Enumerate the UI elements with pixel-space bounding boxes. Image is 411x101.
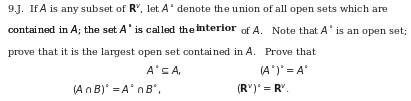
Text: contained in $A$; the set $A^{\circ}$ is called the: contained in $A$; the set $A^{\circ}$ is…	[7, 24, 196, 37]
Text: contained in $A$; the set $A^{\circ}$ is called the: contained in $A$; the set $A^{\circ}$ is…	[7, 24, 196, 37]
Text: of $A$.   Note that $A^{\circ}$ is an open set;: of $A$. Note that $A^{\circ}$ is an open…	[237, 24, 408, 38]
Text: $(\mathbf{R}^{v})^{\circ}=\mathbf{R}^{v}.$: $(\mathbf{R}^{v})^{\circ}=\mathbf{R}^{v}…	[236, 83, 290, 96]
Text: $(A\cap B)^{\circ}=A^{\circ}\cap B^{\circ},$: $(A\cap B)^{\circ}=A^{\circ}\cap B^{\cir…	[72, 83, 162, 96]
Text: $A^{\circ}\subseteq A,$: $A^{\circ}\subseteq A,$	[146, 64, 182, 77]
Text: prove that it is the largest open set contained in $A$.   Prove that: prove that it is the largest open set co…	[7, 45, 317, 59]
Text: interior: interior	[196, 24, 237, 33]
Text: $(A^{\circ})^{\circ}=A^{\circ}$: $(A^{\circ})^{\circ}=A^{\circ}$	[259, 64, 309, 77]
Text: 9.J.  If $A$ is any subset of $\mathbf{R}^{v}$, let $A^{\circ}$ denote the union: 9.J. If $A$ is any subset of $\mathbf{R}…	[7, 3, 389, 17]
